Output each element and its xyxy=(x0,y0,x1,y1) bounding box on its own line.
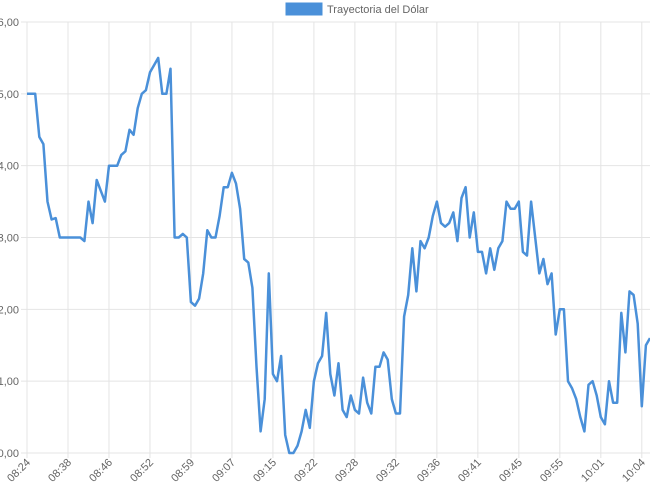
y-tick-label: 1,00 xyxy=(0,376,19,388)
legend-swatch xyxy=(285,2,323,16)
x-tick-label: 09:07 xyxy=(210,457,238,485)
legend-label: Trayectoria del Dólar xyxy=(327,4,429,16)
x-tick-label: 10:04 xyxy=(620,457,648,485)
x-tick-label: 09:55 xyxy=(538,457,566,485)
x-tick-label: 09:32 xyxy=(374,457,402,485)
data-line xyxy=(27,56,650,455)
x-tick-label: 09:41 xyxy=(456,457,484,485)
y-tick-label: 6,00 xyxy=(0,17,19,29)
x-tick-label: 09:15 xyxy=(251,457,279,485)
x-tick-label: 08:24 xyxy=(5,457,33,485)
x-tick-label: 08:46 xyxy=(87,457,115,485)
x-tick-label: 08:52 xyxy=(128,457,156,485)
y-tick-label: 4,00 xyxy=(0,161,19,173)
y-tick-label: 2,00 xyxy=(0,304,19,316)
x-tick-label: 09:36 xyxy=(415,457,443,485)
y-tick-label: 0,00 xyxy=(0,448,19,460)
x-tick-label: 08:38 xyxy=(46,457,74,485)
x-tick-label: 10:01 xyxy=(579,457,607,485)
x-tick-label: 09:28 xyxy=(333,457,361,485)
y-tick-label: 5,00 xyxy=(0,89,19,101)
y-tick-label: 3,00 xyxy=(0,233,19,245)
x-tick-label: 08:59 xyxy=(169,457,197,485)
x-tick-label: 09:22 xyxy=(292,457,320,485)
x-tick-label: 09:45 xyxy=(497,457,525,485)
